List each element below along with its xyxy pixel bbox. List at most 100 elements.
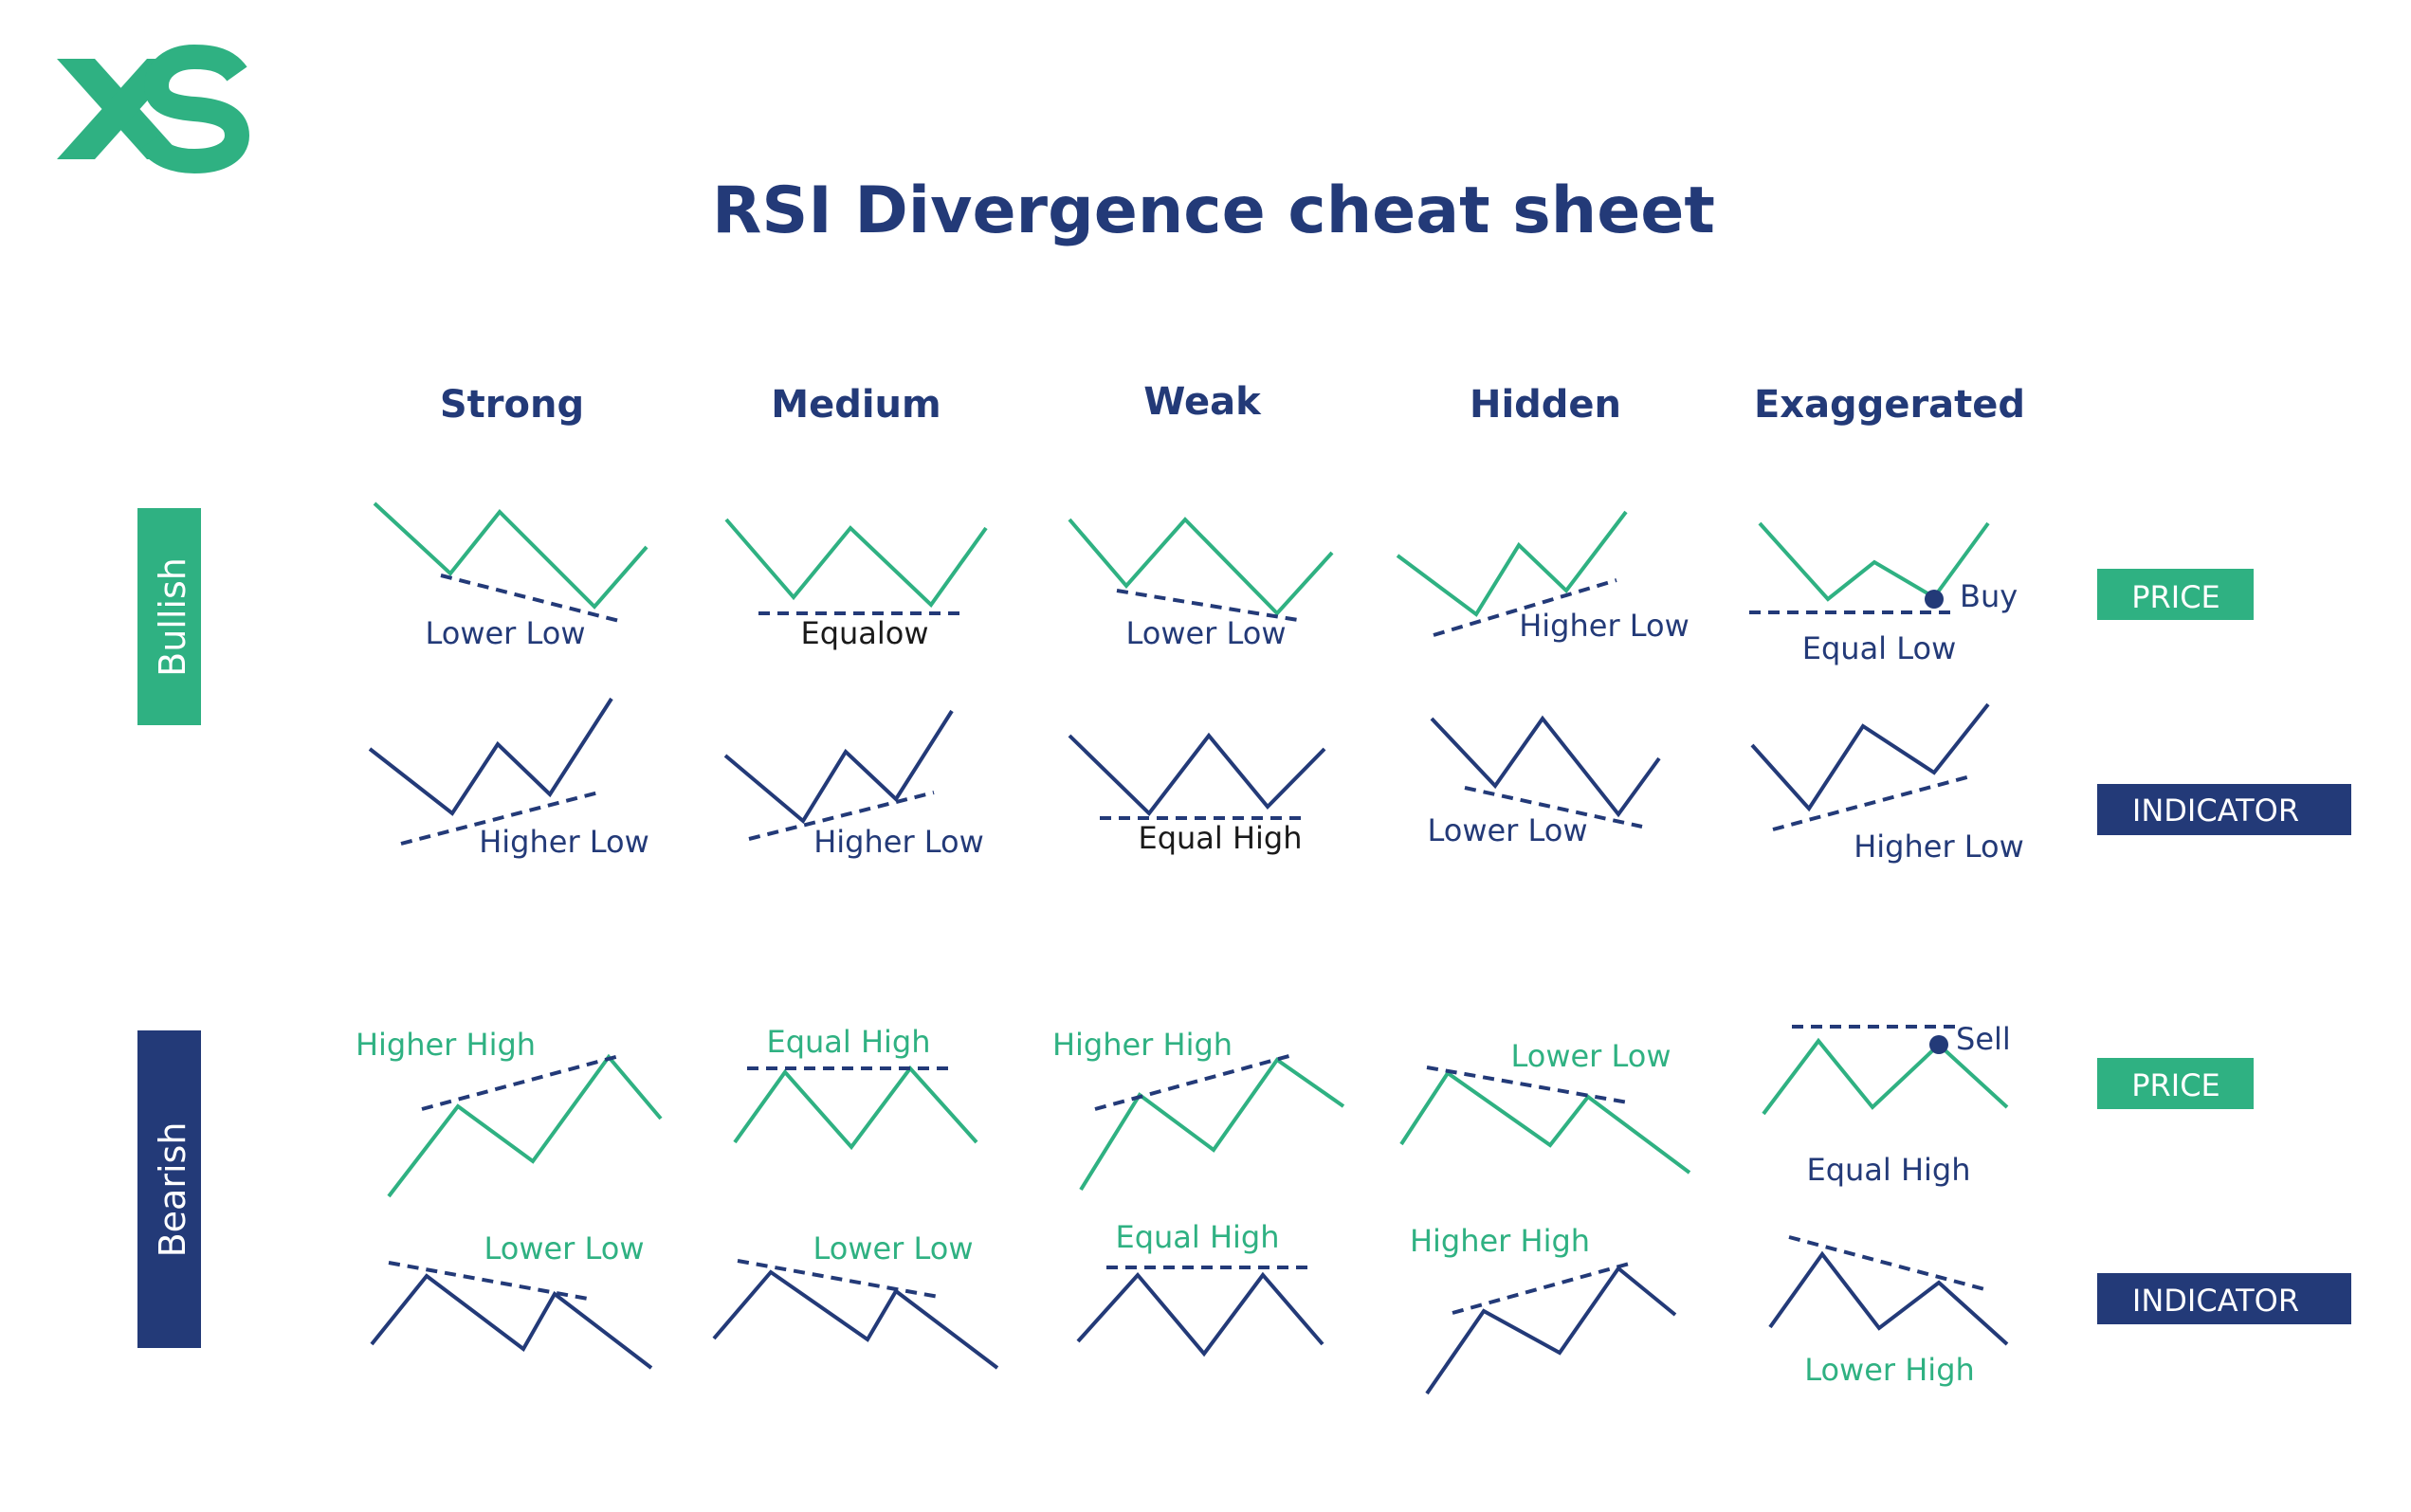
bearish-hidden-indicator: Higher High [1410, 1223, 1677, 1395]
bearish-weak-indicator-label: Equal High [1115, 1219, 1279, 1255]
bearish-hidden-indicator-zigzag-line [1425, 1266, 1677, 1395]
bullish-exaggerated-price-label: Buy [1960, 578, 2018, 614]
bullish-exaggerated-indicator-zigzag-line [1750, 702, 1990, 812]
row-label-bearish: Bearish [137, 1030, 201, 1348]
bullish-hidden-price-trend-line [1433, 578, 1617, 637]
bearish-weak-indicator: Equal High [1076, 1219, 1324, 1357]
bullish-hidden-price: Higher Low [1396, 510, 1690, 644]
bearish-strong-price: Higher High [356, 1027, 663, 1198]
bearish-exaggerated-indicator: Lower High [1768, 1235, 2009, 1388]
row-label-bullish: Bullish [137, 508, 201, 725]
bearish-strong-price-zigzag-line [387, 1053, 663, 1198]
legend-indicator-bearish-label: INDICATOR [2132, 1283, 2299, 1319]
legend-indicator-bullish-background [2097, 784, 2351, 835]
legend-indicator-bearish-background [2097, 1273, 2351, 1324]
bullish-hidden-price-zigzag-line [1396, 510, 1628, 617]
bullish-hidden-indicator: Lower Low [1427, 715, 1661, 848]
bearish-hidden-price-trend-line [1426, 1066, 1629, 1104]
bullish-exaggerated-indicator: Higher Low [1750, 702, 2024, 865]
column-header-strong: Strong [440, 383, 584, 427]
bearish-hidden-price-label: Lower Low [1510, 1038, 1671, 1074]
legend-price-bearish: PRICE [2097, 1058, 2254, 1109]
bullish-medium-indicator-trend-line [748, 791, 935, 841]
bullish-medium-indicator: Higher Low [723, 709, 984, 860]
row-label-bearish-background [137, 1030, 201, 1348]
legend-price-bullish: PRICE [2097, 569, 2254, 620]
bullish-hidden-price-label: Higher Low [1519, 608, 1690, 644]
row-label-bearish-text: Bearish [152, 1122, 193, 1258]
legend-price-bearish-label: PRICE [2131, 1067, 2220, 1103]
bearish-weak-price-zigzag-line [1079, 1057, 1345, 1192]
bullish-hidden-indicator-label: Lower Low [1427, 812, 1587, 848]
bearish-exaggerated-indicator-trend-line [1788, 1235, 1989, 1292]
bearish-weak-price-trend-line [1094, 1052, 1297, 1111]
row-label-bullish-text: Bullish [152, 557, 193, 677]
bearish-weak-indicator-zigzag-line [1076, 1271, 1324, 1357]
bearish-strong-indicator-trend-line [388, 1261, 589, 1301]
bullish-strong-price-trend-line [440, 574, 624, 624]
buy-marker [1925, 590, 1944, 609]
bearish-hidden-price-zigzag-line [1399, 1070, 1691, 1175]
bearish-weak-price-label: Higher High [1052, 1027, 1233, 1063]
bullish-strong-price-zigzag-line [373, 501, 648, 610]
legend-indicator-bullish: INDICATOR [2097, 784, 2351, 835]
bearish-strong-indicator: Lower Low [370, 1230, 653, 1370]
bullish-weak-price-zigzag-line [1068, 517, 1334, 616]
bearish-weak-price: Higher High [1052, 1027, 1345, 1192]
bullish-strong-indicator-trend-line [400, 790, 603, 846]
legend-price-bullish-label: PRICE [2131, 579, 2220, 615]
bullish-weak-price: Lower Low [1068, 517, 1334, 651]
bullish-weak-indicator-label: Equal High [1138, 820, 1302, 856]
bullish-strong-indicator-zigzag-line [368, 697, 613, 816]
bearish-hidden-indicator-trend-line [1452, 1261, 1634, 1315]
bullish-hidden-indicator-trend-line [1464, 786, 1643, 829]
bearish-medium-indicator-label: Lower Low [813, 1230, 973, 1266]
bullish-exaggerated-indicator-label: Higher Low [1854, 829, 2024, 865]
bullish-exaggerated-indicator-trend-line [1772, 774, 1975, 831]
bearish-medium-price-label: Equal High [766, 1024, 930, 1060]
bullish-exaggerated-price-zigzag-line [1758, 521, 1990, 602]
bullish-medium-indicator-zigzag-line [723, 709, 954, 825]
bullish-weak-price-trend-line [1116, 589, 1305, 623]
legend-indicator-bearish: INDICATOR [2097, 1273, 2351, 1324]
xs-logo: XS [57, 44, 250, 174]
bullish-exaggerated-price: Buy Equal Low [1749, 521, 2018, 666]
bearish-exaggerated-indicator-label: Lower High [1804, 1352, 1975, 1388]
bearish-medium-price-zigzag-line [733, 1065, 978, 1151]
legend-price-bearish-background [2097, 1058, 2254, 1109]
bullish-strong-price: Lower Low [373, 501, 648, 651]
bearish-strong-indicator-zigzag-line [370, 1273, 653, 1370]
bullish-medium-price-label: Equalow [800, 615, 928, 651]
bullish-weak-price-label: Lower Low [1125, 615, 1286, 651]
bullish-medium-indicator-label: Higher Low [813, 824, 984, 860]
bullish-weak-indicator: Equal High [1068, 732, 1326, 856]
bearish-exaggerated-price-label: Sell [1956, 1021, 2011, 1057]
bearish-medium-indicator: Lower Low [712, 1230, 999, 1370]
bearish-exaggerated-indicator-zigzag-line [1768, 1250, 2009, 1346]
column-header-exaggerated: Exaggerated [1754, 383, 2025, 427]
sell-marker [1929, 1035, 1948, 1054]
row-label-bullish-background [137, 508, 201, 725]
bullish-medium-price-zigzag-line [724, 518, 988, 609]
bullish-strong-indicator: Higher Low [368, 697, 649, 860]
legend-price-bullish-background [2097, 569, 2254, 620]
bearish-medium-price: Equal High [733, 1024, 978, 1151]
bullish-medium-price: Equalow [724, 518, 988, 651]
bearish-exaggerated-price-zigzag-line [1762, 1037, 2009, 1116]
bullish-strong-indicator-label: Higher Low [479, 824, 649, 860]
legend-indicator-bullish-label: INDICATOR [2132, 792, 2299, 829]
bullish-strong-price-label: Lower Low [425, 615, 585, 651]
bearish-strong-indicator-label: Lower Low [484, 1230, 644, 1266]
bearish-hidden-indicator-label: Higher High [1410, 1223, 1590, 1259]
bearish-strong-price-label: Higher High [356, 1027, 536, 1063]
bearish-hidden-price: Lower Low [1399, 1038, 1691, 1175]
bearish-exaggerated-price: Sell Equal High [1762, 1021, 2011, 1188]
page-title: RSI Divergence cheat sheet [712, 173, 1715, 248]
column-header-medium: Medium [771, 383, 941, 427]
bearish-strong-price-trend-line [421, 1054, 620, 1111]
column-header-weak: Weak [1143, 380, 1262, 424]
column-header-hidden: Hidden [1470, 383, 1621, 427]
bearish-exaggerated-price-label: Equal High [1806, 1152, 1970, 1188]
bullish-exaggerated-price-label: Equal Low [1802, 630, 1957, 666]
